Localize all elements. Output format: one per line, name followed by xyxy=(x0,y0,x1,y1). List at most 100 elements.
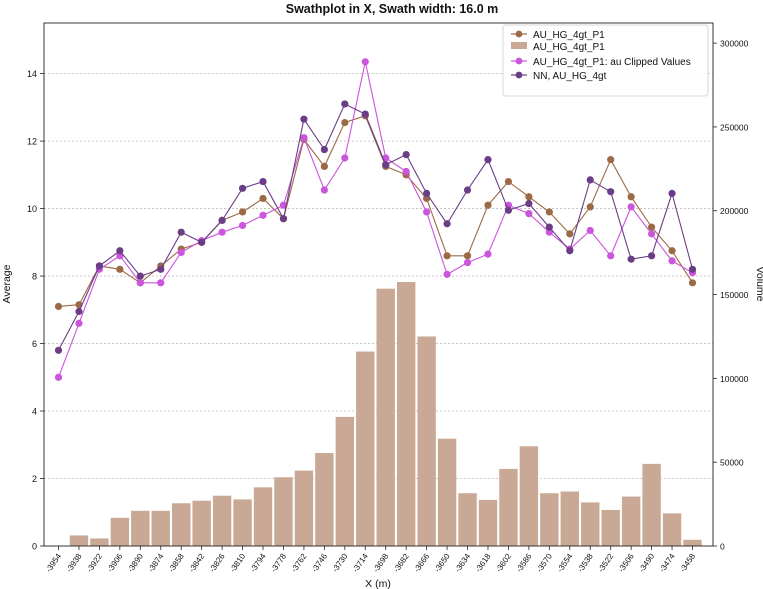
series-point-2 xyxy=(218,228,226,236)
series-point-3 xyxy=(443,220,451,228)
y-tick-label: 6 xyxy=(32,339,37,349)
series-point-2 xyxy=(177,248,185,257)
series-point-3 xyxy=(279,215,288,223)
volume-bar xyxy=(110,517,130,546)
volume-bar xyxy=(69,535,89,546)
x-tick-label: -3762 xyxy=(289,552,308,574)
series-point-0 xyxy=(668,247,676,255)
x-tick-label: -3810 xyxy=(228,552,247,574)
volume-bar xyxy=(212,495,232,546)
series-point-3 xyxy=(545,223,553,231)
x-tick-label: -3554 xyxy=(555,552,574,574)
series-point-2 xyxy=(586,226,594,235)
series-point-3 xyxy=(668,189,676,197)
x-tick-label: -3570 xyxy=(535,552,554,574)
x-tick-label: -3538 xyxy=(576,552,595,574)
y-tick-label: 10 xyxy=(27,204,37,214)
series-point-3 xyxy=(198,238,206,246)
y-axis-label: Average xyxy=(1,264,13,303)
x-tick-label: -3714 xyxy=(351,552,370,574)
series-line-3 xyxy=(58,103,694,351)
volume-bar xyxy=(151,510,170,546)
series-point-3 xyxy=(566,247,574,255)
series-point-2 xyxy=(341,154,349,162)
series-point-2 xyxy=(136,279,144,287)
volume-bar xyxy=(642,463,661,546)
volume-bar xyxy=(662,513,682,546)
volume-bar xyxy=(478,499,498,546)
series-point-3 xyxy=(259,177,267,186)
x-tick-label: -3698 xyxy=(371,552,390,574)
y2-tick-label: 50000 xyxy=(720,458,744,468)
series-lines xyxy=(54,58,697,381)
legend-label-1: AU_HG_4gt_P1 xyxy=(533,30,605,41)
series-point-3 xyxy=(627,255,635,263)
volume-bar xyxy=(233,499,252,546)
series-point-3 xyxy=(361,110,369,118)
volume-bar xyxy=(621,496,641,546)
series-point-3 xyxy=(75,307,83,316)
series-point-0 xyxy=(320,162,328,171)
x-axis: -3954 -3938 -3922 -3906 -3890 -3874 -3858 -3842… xyxy=(44,546,697,574)
series-point-3 xyxy=(586,176,594,184)
volume-bar xyxy=(131,510,150,546)
volume-bar xyxy=(683,539,702,546)
x-tick-label: -3890 xyxy=(126,552,145,574)
series-point-0 xyxy=(586,203,594,211)
legend-label-2: AU_HG_4gt_P1 xyxy=(533,42,605,53)
legend-frame xyxy=(502,24,709,97)
volume-bar xyxy=(274,477,293,546)
volume-bar xyxy=(253,487,273,546)
series-point-2 xyxy=(116,252,124,260)
series-point-2 xyxy=(238,221,247,230)
y2-tick-label: 0 xyxy=(720,542,725,552)
series-point-3 xyxy=(300,115,308,123)
series-point-2 xyxy=(402,167,410,176)
x-tick-label: -3650 xyxy=(433,552,452,574)
series-point-0 xyxy=(463,252,472,260)
series-point-0 xyxy=(116,265,124,273)
series-point-0 xyxy=(566,230,574,238)
series-point-2 xyxy=(157,279,165,287)
series-point-2 xyxy=(320,186,328,194)
series-point-0 xyxy=(484,201,492,209)
y2-tick-label: 250000 xyxy=(720,122,749,132)
series-point-2 xyxy=(279,201,288,209)
volume-bar xyxy=(581,502,600,546)
x-tick-label: -3906 xyxy=(105,552,124,574)
x-tick-label: -3666 xyxy=(412,552,431,574)
series-point-3 xyxy=(116,247,124,255)
series-point-0 xyxy=(647,223,656,231)
series-point-0 xyxy=(54,302,63,311)
plot-frame xyxy=(43,22,714,547)
legend-swatch-marker-4 xyxy=(515,71,523,79)
volume-bar xyxy=(315,452,334,546)
x-tick-label: -3474 xyxy=(658,552,677,574)
volume-bar xyxy=(192,500,211,546)
x-tick-label: -3586 xyxy=(514,552,533,574)
y2-tick-label: 150000 xyxy=(720,290,749,300)
series-point-2 xyxy=(463,258,472,267)
series-point-3 xyxy=(341,100,349,108)
series-point-2 xyxy=(259,211,267,219)
x-tick-label: -3602 xyxy=(494,552,513,574)
y-tick-label: 4 xyxy=(32,407,37,417)
series-point-2 xyxy=(484,250,492,258)
x-tick-label: -3506 xyxy=(617,552,636,574)
volume-bar xyxy=(458,493,477,546)
y-tick-label: 8 xyxy=(32,272,37,282)
series-point-2 xyxy=(361,58,369,66)
x-axis-label: X (m) xyxy=(365,578,391,589)
series-point-0 xyxy=(443,252,451,260)
x-tick-label: -3874 xyxy=(146,552,165,574)
series-point-3 xyxy=(525,199,533,208)
volume-bar xyxy=(172,503,191,546)
series-point-3 xyxy=(423,189,431,197)
series-point-2 xyxy=(443,270,451,278)
volume-bar xyxy=(437,438,457,546)
series-point-3 xyxy=(136,272,144,280)
x-tick-label: -3794 xyxy=(249,552,268,574)
volume-bar xyxy=(90,538,109,546)
x-tick-label: -3458 xyxy=(678,552,697,574)
x-tick-label: -3922 xyxy=(85,552,104,574)
